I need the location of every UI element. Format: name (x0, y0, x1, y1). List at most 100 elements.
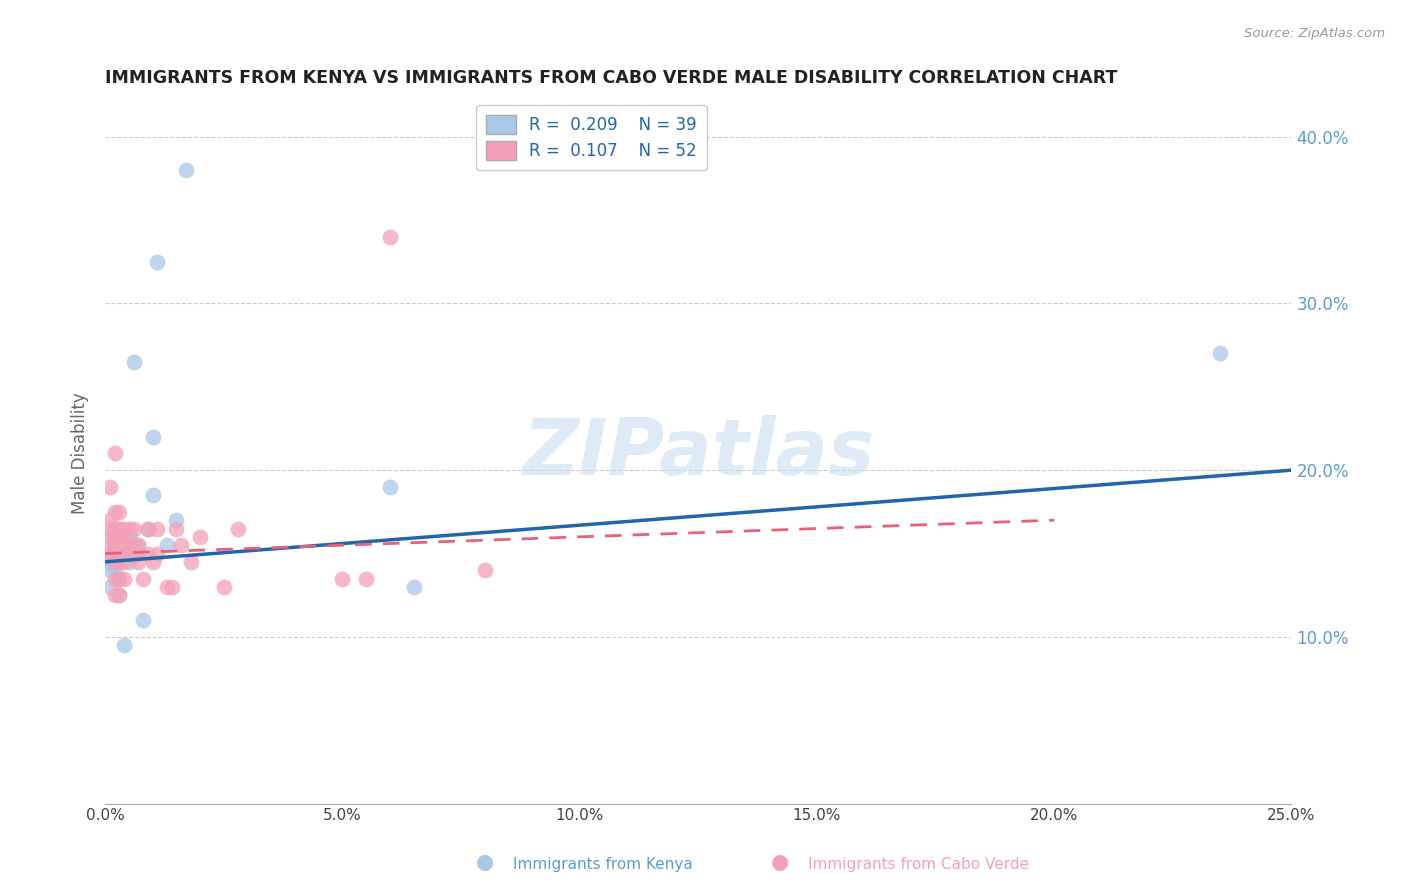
Point (156, 538, 179, 552)
Point (127, 555, 149, 569)
Text: ZIPatlas: ZIPatlas (522, 416, 875, 491)
Text: Immigrants from Cabo Verde: Immigrants from Cabo Verde (808, 857, 1029, 872)
Point (112, 522, 135, 536)
Point (118, 555, 141, 569)
Point (108, 505, 131, 519)
Point (98, 547, 121, 561)
Point (132, 613, 155, 627)
Point (104, 555, 127, 569)
Point (146, 522, 169, 536)
Point (98, 538, 121, 552)
Point (132, 572, 155, 586)
Point (108, 588, 131, 602)
Point (108, 522, 131, 536)
Point (98, 580, 121, 594)
Point (402, 580, 425, 594)
Point (118, 538, 141, 552)
Point (98, 522, 121, 536)
Point (108, 538, 131, 552)
Point (212, 580, 235, 594)
Point (142, 488, 165, 502)
Point (378, 229, 401, 244)
Text: IMMIGRANTS FROM KENYA VS IMMIGRANTS FROM CABO VERDE MALE DISABILITY CORRELATION : IMMIGRANTS FROM KENYA VS IMMIGRANTS FROM… (105, 69, 1118, 87)
Legend: R =  0.209    N = 39, R =  0.107    N = 52: R = 0.209 N = 39, R = 0.107 N = 52 (477, 104, 707, 169)
Point (104, 563, 127, 577)
Point (98, 563, 121, 577)
Point (104, 588, 127, 602)
Point (112, 538, 135, 552)
Point (108, 572, 131, 586)
Point (378, 480, 401, 494)
Point (108, 588, 131, 602)
Point (142, 555, 165, 569)
Point (122, 538, 145, 552)
Point (136, 522, 159, 536)
Point (104, 538, 127, 552)
Point (122, 538, 145, 552)
Point (118, 547, 141, 561)
Point (104, 547, 127, 561)
Point (112, 638, 135, 652)
Point (112, 572, 135, 586)
Point (104, 530, 127, 544)
Point (146, 254, 169, 268)
Text: Immigrants from Kenya: Immigrants from Kenya (513, 857, 693, 872)
Point (118, 538, 141, 552)
Point (108, 555, 131, 569)
Point (104, 505, 127, 519)
Point (98, 555, 121, 569)
Point (136, 522, 159, 536)
Point (112, 547, 135, 561)
Text: ●: ● (772, 853, 789, 872)
Point (108, 530, 131, 544)
Point (165, 513, 187, 527)
Point (112, 538, 135, 552)
Point (118, 530, 141, 544)
Point (174, 163, 197, 178)
Point (142, 430, 165, 444)
Point (180, 555, 202, 569)
Point (108, 572, 131, 586)
Point (98, 547, 121, 561)
Point (332, 572, 354, 586)
Point (112, 555, 135, 569)
Point (98, 513, 121, 527)
Point (104, 572, 127, 586)
Point (108, 538, 131, 552)
Point (127, 538, 149, 552)
Text: Source: ZipAtlas.com: Source: ZipAtlas.com (1244, 27, 1385, 40)
Point (108, 522, 131, 536)
Point (118, 530, 141, 544)
Point (104, 446, 127, 460)
Point (136, 547, 159, 561)
Point (104, 547, 127, 561)
Point (122, 355, 145, 369)
Y-axis label: Male Disability: Male Disability (72, 392, 89, 515)
Point (156, 580, 179, 594)
Point (104, 530, 127, 544)
Point (108, 547, 131, 561)
Point (170, 538, 193, 552)
Point (1209, 346, 1232, 360)
Point (226, 522, 249, 536)
Point (188, 530, 211, 544)
Point (108, 538, 131, 552)
Point (104, 538, 127, 552)
Point (160, 580, 183, 594)
Point (122, 522, 145, 536)
Point (474, 563, 496, 577)
Text: ●: ● (477, 853, 494, 872)
Point (127, 538, 149, 552)
Point (104, 522, 127, 536)
Point (118, 522, 141, 536)
Point (127, 547, 149, 561)
Point (146, 547, 169, 561)
Point (104, 538, 127, 552)
Point (165, 522, 187, 536)
Point (104, 538, 127, 552)
Point (354, 572, 377, 586)
Point (98, 530, 121, 544)
Point (122, 547, 145, 561)
Point (98, 480, 121, 494)
Point (104, 555, 127, 569)
